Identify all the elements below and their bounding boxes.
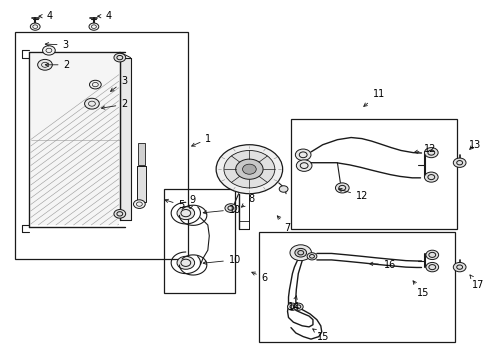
- Circle shape: [287, 303, 297, 310]
- Text: 2: 2: [101, 99, 127, 109]
- Text: 10: 10: [203, 204, 241, 215]
- Text: 9: 9: [189, 195, 196, 209]
- Circle shape: [294, 248, 306, 257]
- Circle shape: [133, 200, 145, 208]
- Bar: [15, 32, 188, 259]
- Circle shape: [424, 148, 437, 158]
- Text: 11: 11: [363, 89, 384, 107]
- Text: 3: 3: [45, 40, 69, 50]
- Text: 7: 7: [277, 216, 290, 233]
- Circle shape: [289, 245, 311, 261]
- Circle shape: [425, 262, 438, 272]
- Circle shape: [452, 158, 465, 167]
- Bar: [163, 189, 234, 293]
- Text: 4: 4: [39, 11, 53, 21]
- Circle shape: [89, 23, 99, 30]
- Circle shape: [114, 210, 125, 218]
- Circle shape: [425, 250, 438, 260]
- Circle shape: [224, 150, 274, 188]
- Text: 13: 13: [468, 140, 480, 150]
- Circle shape: [84, 98, 99, 109]
- Bar: [31, 54, 119, 225]
- Text: 2: 2: [45, 60, 70, 70]
- Text: 15: 15: [412, 281, 428, 298]
- Circle shape: [296, 160, 311, 171]
- Circle shape: [295, 149, 310, 161]
- Text: 12: 12: [413, 144, 436, 154]
- Circle shape: [424, 172, 437, 182]
- Bar: [138, 143, 144, 165]
- Text: 14: 14: [287, 296, 299, 312]
- Circle shape: [335, 183, 348, 193]
- Bar: [137, 166, 145, 202]
- Circle shape: [293, 303, 303, 310]
- Text: 5: 5: [164, 199, 184, 210]
- Text: 4: 4: [98, 11, 111, 21]
- Bar: [290, 119, 456, 229]
- Circle shape: [306, 253, 316, 260]
- Circle shape: [42, 46, 55, 55]
- Text: 8: 8: [241, 194, 254, 207]
- Text: 16: 16: [369, 260, 395, 270]
- Circle shape: [177, 207, 194, 220]
- Circle shape: [235, 159, 263, 179]
- Circle shape: [279, 186, 287, 192]
- Text: 6: 6: [251, 272, 267, 283]
- Bar: [259, 232, 454, 342]
- Circle shape: [242, 164, 256, 174]
- Text: 12: 12: [338, 188, 367, 201]
- Circle shape: [216, 145, 282, 194]
- Circle shape: [30, 23, 40, 30]
- Text: 15: 15: [312, 329, 328, 342]
- Circle shape: [177, 256, 194, 269]
- Text: 17: 17: [469, 275, 483, 290]
- Text: 10: 10: [203, 255, 241, 265]
- Text: 3: 3: [110, 76, 127, 91]
- Circle shape: [452, 262, 465, 272]
- Text: 1: 1: [191, 134, 211, 146]
- Circle shape: [114, 53, 125, 62]
- Circle shape: [224, 204, 236, 212]
- Bar: [120, 58, 130, 220]
- Circle shape: [38, 59, 52, 70]
- Circle shape: [89, 80, 101, 89]
